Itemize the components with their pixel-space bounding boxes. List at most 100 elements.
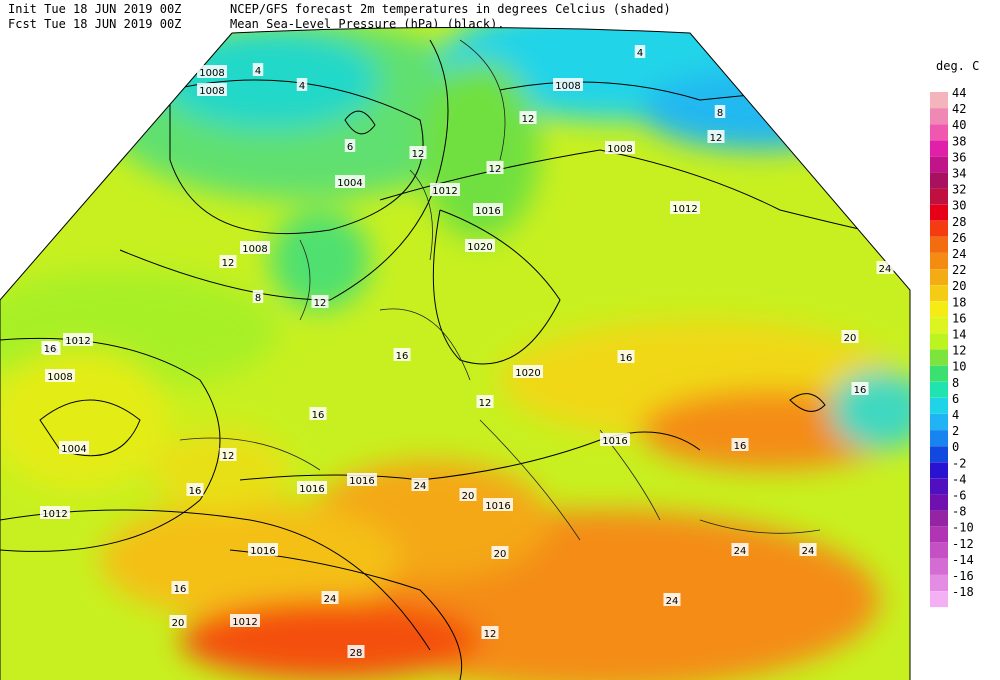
contour-label: 1008 — [242, 244, 267, 255]
contour-label: 1004 — [337, 178, 362, 189]
contour-label-bg — [483, 498, 513, 511]
contour-label-bg — [486, 161, 504, 174]
contour-label: 6 — [347, 142, 353, 153]
contour-label: 20 — [462, 491, 475, 502]
contour-label: 1016 — [349, 476, 374, 487]
contour-label-bg — [634, 45, 646, 58]
legend-swatch — [930, 510, 948, 527]
contour-label-bg — [248, 543, 278, 556]
legend-swatch — [930, 269, 948, 286]
contour-label-bg — [296, 78, 308, 91]
contour-label-bg — [409, 146, 427, 159]
contour-label-bg — [491, 546, 509, 559]
contour-label: 12 — [412, 149, 425, 160]
contour-label: 1012 — [672, 204, 697, 215]
contour-label: 16 — [189, 486, 202, 497]
legend-label: -14 — [952, 553, 974, 567]
contour-label-bg — [411, 478, 429, 491]
title-line: NCEP/GFS forecast 2m temperatures in deg… — [230, 2, 671, 16]
contour-label: 16 — [312, 410, 325, 421]
contour-label: 1020 — [467, 242, 492, 253]
contour-label: 4 — [255, 66, 261, 77]
legend-swatch — [930, 446, 948, 463]
legend-swatch — [930, 526, 948, 543]
contour-label-bg — [63, 333, 93, 346]
legend-swatch — [930, 220, 948, 237]
legend-label: 42 — [952, 102, 966, 116]
contour-label: 1020 — [515, 368, 540, 379]
contour-label: 12 — [222, 258, 235, 269]
contour-label-bg — [344, 139, 356, 152]
legend-swatch — [930, 414, 948, 430]
legend-swatch — [930, 156, 948, 173]
legend-label: 8 — [952, 376, 959, 390]
legend-swatch — [930, 381, 948, 398]
legend-label: 22 — [952, 263, 966, 277]
contour-label-bg — [841, 330, 859, 343]
contour-label-bg — [465, 239, 495, 252]
legend-label: 32 — [952, 183, 966, 197]
contour-label-bg — [219, 448, 237, 461]
legend-swatch — [930, 92, 948, 108]
legend-label: 18 — [952, 295, 966, 309]
contour-label: 28 — [350, 648, 363, 659]
legend-swatch — [930, 108, 948, 125]
contour-label: 12 — [522, 114, 535, 125]
legend-label: 40 — [952, 118, 966, 132]
contour-label: 12 — [479, 398, 492, 409]
legend-label: 10 — [952, 360, 966, 374]
contour-label: 20 — [494, 549, 507, 560]
contour-label: 1016 — [602, 436, 627, 447]
contour-label: 24 — [414, 481, 427, 492]
contour-label-bg — [41, 341, 59, 354]
legend-swatch — [930, 236, 948, 253]
legend: 4442403836343230282624222018161412108642… — [930, 86, 974, 608]
contour-label-bg — [40, 506, 70, 519]
contour-label-bg — [459, 488, 477, 501]
legend-label: 30 — [952, 199, 966, 213]
contour-label-bg — [731, 543, 749, 556]
contour-label-bg — [851, 382, 869, 395]
contour-label: 1008 — [47, 372, 72, 383]
contour-label-bg — [45, 369, 75, 382]
contour-label: 1012 — [232, 617, 257, 628]
contour-label-bg — [393, 348, 411, 361]
legend-swatch — [930, 317, 948, 334]
legend-label: 36 — [952, 150, 966, 164]
contour-label-bg — [335, 175, 365, 188]
contour-label: 1016 — [299, 484, 324, 495]
contour-label-bg — [347, 645, 365, 658]
contour-label-bg — [347, 473, 377, 486]
contour-label-bg — [297, 481, 327, 494]
contour-label-bg — [513, 365, 543, 378]
legend-swatch — [930, 124, 948, 141]
legend-label: 4 — [952, 408, 959, 422]
contour-label-bg — [252, 63, 264, 76]
legend-swatch — [930, 462, 948, 479]
contour-label-bg — [321, 591, 339, 604]
legend-label: -16 — [952, 569, 974, 583]
map-area — [0, 27, 910, 680]
contour-label-bg — [617, 350, 635, 363]
contour-label: 16 — [854, 385, 867, 396]
contour-label-bg — [600, 433, 630, 446]
contour-label: 12 — [484, 629, 497, 640]
contour-label: 1008 — [555, 81, 580, 92]
contour-label-bg — [731, 438, 749, 451]
legend-label: -18 — [952, 585, 974, 599]
legend-swatch — [930, 558, 948, 575]
legend-label: 38 — [952, 134, 966, 148]
legend-swatch — [930, 204, 948, 221]
legend-swatch — [930, 301, 948, 318]
legend-swatch — [930, 140, 948, 157]
legend-swatch — [930, 253, 948, 269]
contour-label-bg — [714, 105, 726, 118]
legend-label: 12 — [952, 344, 966, 358]
legend-swatch — [930, 478, 948, 495]
contour-label-bg — [219, 255, 237, 268]
contour-label: 24 — [666, 596, 679, 607]
contour-label-bg — [240, 241, 270, 254]
contour-label-bg — [230, 614, 260, 627]
legend-label: 6 — [952, 392, 959, 406]
contour-label-bg — [799, 543, 817, 556]
